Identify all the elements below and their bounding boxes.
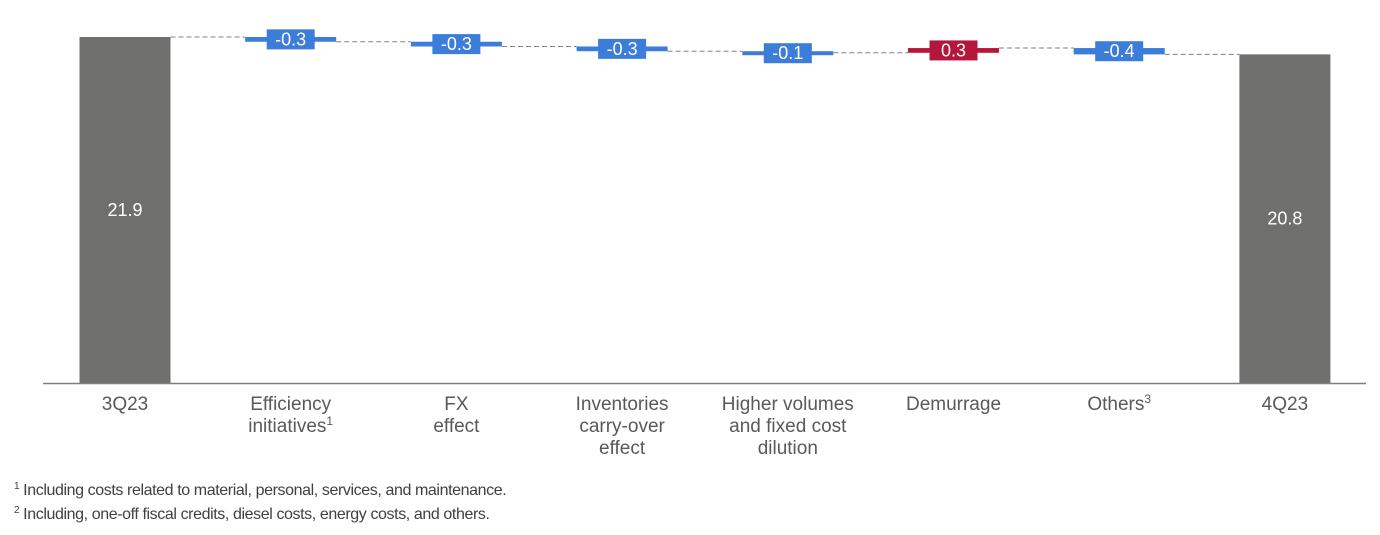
footnote-1-text: Including costs related to material, per… (23, 482, 507, 499)
footnote-2: 2 Including, one-off fiscal credits, dies… (14, 499, 506, 523)
category-label-3: Inventories carry-over effect (576, 394, 669, 459)
category-label-0: 3Q23 (102, 394, 148, 415)
footnote-2-text: Including, one-off fiscal credits, diese… (23, 506, 490, 523)
category-label-2: FX effect (433, 394, 480, 437)
value-label-bg-3 (598, 38, 647, 59)
category-label-5: Demurrage (906, 394, 1001, 415)
value-label-2: -0.3 (441, 34, 472, 54)
footnote-2-mark: 2 (14, 505, 20, 516)
category-label-7: 4Q23 (1262, 394, 1308, 415)
value-label-bg-5 (929, 40, 978, 61)
category-label-1: Efficiency initiatives1 (248, 394, 333, 437)
footnote-1: 1 Including costs related to material, pe… (14, 475, 507, 499)
bar-0 (79, 37, 171, 383)
category-label-4: Higher volumes and fixed cost dilution (722, 394, 854, 459)
value-label-bg-2 (432, 34, 481, 55)
value-label-bg-4 (763, 43, 812, 64)
value-label-7: 20.8 (1267, 209, 1302, 229)
value-label-3: -0.3 (607, 39, 638, 59)
value-label-0: 21.9 (107, 200, 142, 220)
value-label-1: -0.3 (275, 29, 306, 49)
value-label-5: 0.3 (941, 40, 966, 60)
footnotes: 1 Including costs related to material, pe… (14, 475, 507, 523)
value-label-4: -0.1 (772, 43, 803, 63)
bar-7 (1239, 54, 1331, 383)
value-label-bg-1 (266, 29, 315, 50)
value-label-6: -0.4 (1104, 41, 1135, 61)
footnote-1-mark: 1 (14, 481, 20, 492)
category-label-6: Others3 (1087, 392, 1151, 415)
waterfall-chart: 21.9 -0.3 -0.3 -0.3 -0.1 0.3 -0.4 20.8 3Q23 Effic… (43, 29, 1366, 459)
value-label-bg-6 (1095, 41, 1144, 62)
